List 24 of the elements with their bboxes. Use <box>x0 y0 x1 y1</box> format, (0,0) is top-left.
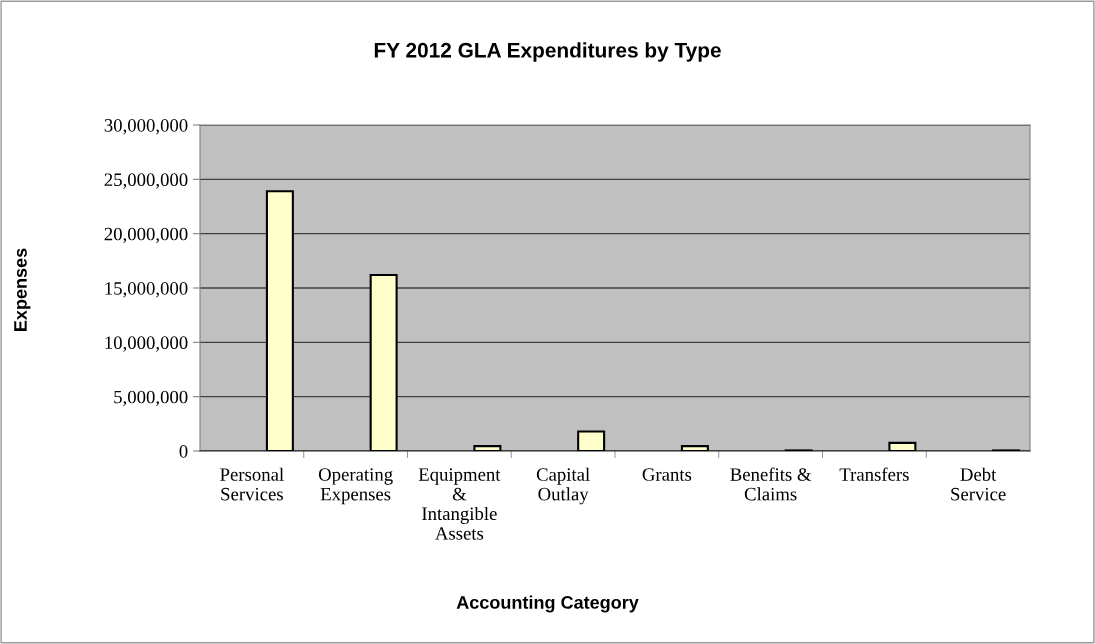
x-tick-label: Grants <box>642 468 692 481</box>
x-tick-label: Transfers <box>839 467 909 481</box>
y-tick-label: 15,000,000 <box>105 282 188 298</box>
bar <box>680 445 709 451</box>
y-tick-label: 5,000,000 <box>114 390 188 407</box>
y-tick-label: 30,000,000 <box>104 119 188 135</box>
x-tick-label: Personal Services <box>220 467 284 501</box>
chart-title: FY 2012 GLA Expenditures by Type <box>374 42 721 62</box>
x-axis-title: Accounting Category <box>456 595 639 613</box>
y-tick-label: 25,000,000 <box>104 173 188 189</box>
y-tick-label: 10,000,000 <box>105 336 188 352</box>
x-tick-label: Equipment & Intangible Assets <box>418 468 501 540</box>
x-tick-label: Benefits & Claims <box>730 467 812 501</box>
bar <box>369 273 398 451</box>
x-tick-label: Debt Service <box>951 467 1006 501</box>
x-tick-label: Capital Outlay <box>536 467 590 505</box>
bar <box>577 430 606 451</box>
y-tick-label: 0 <box>179 445 188 458</box>
bar <box>473 445 502 451</box>
y-axis-title: Expenses <box>14 248 31 331</box>
x-tick-label: Operating Expenses <box>318 468 393 505</box>
bar <box>888 441 917 451</box>
y-tick-label: 20,000,000 <box>104 227 188 244</box>
bar <box>265 190 294 451</box>
